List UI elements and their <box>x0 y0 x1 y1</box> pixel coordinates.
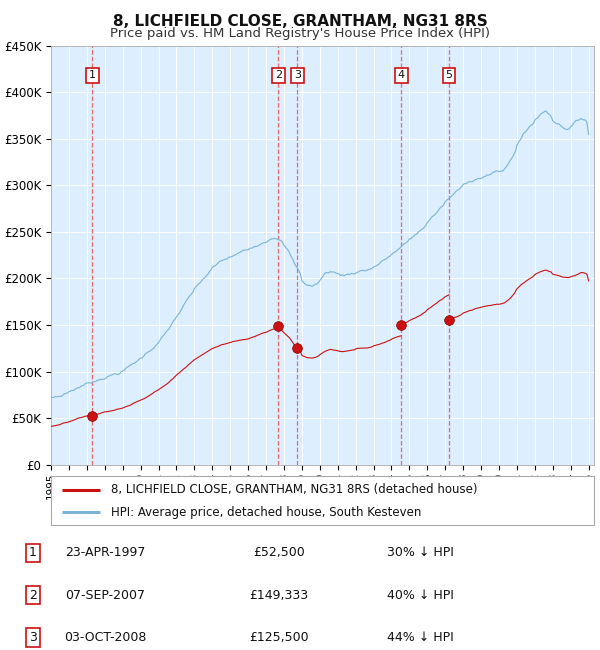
Text: 07-SEP-2007: 07-SEP-2007 <box>65 589 145 602</box>
Text: 5: 5 <box>446 70 452 81</box>
Text: HPI: Average price, detached house, South Kesteven: HPI: Average price, detached house, Sout… <box>111 506 421 519</box>
Text: £149,333: £149,333 <box>250 589 308 602</box>
Text: 4: 4 <box>398 70 405 81</box>
Text: 30% ↓ HPI: 30% ↓ HPI <box>386 546 454 559</box>
Text: 1: 1 <box>29 546 37 559</box>
Text: 03-OCT-2008: 03-OCT-2008 <box>64 630 146 644</box>
Text: 44% ↓ HPI: 44% ↓ HPI <box>386 630 454 644</box>
Text: 2: 2 <box>275 70 282 81</box>
Text: 8, LICHFIELD CLOSE, GRANTHAM, NG31 8RS (detached house): 8, LICHFIELD CLOSE, GRANTHAM, NG31 8RS (… <box>111 483 477 496</box>
Text: 3: 3 <box>29 630 37 644</box>
Text: £52,500: £52,500 <box>253 546 305 559</box>
Text: £125,500: £125,500 <box>249 630 309 644</box>
Text: 40% ↓ HPI: 40% ↓ HPI <box>386 589 454 602</box>
Text: 3: 3 <box>294 70 301 81</box>
Text: 2: 2 <box>29 589 37 602</box>
Text: Price paid vs. HM Land Registry's House Price Index (HPI): Price paid vs. HM Land Registry's House … <box>110 27 490 40</box>
Text: 1: 1 <box>89 70 96 81</box>
Text: 8, LICHFIELD CLOSE, GRANTHAM, NG31 8RS: 8, LICHFIELD CLOSE, GRANTHAM, NG31 8RS <box>113 14 487 29</box>
Text: 23-APR-1997: 23-APR-1997 <box>65 546 145 559</box>
